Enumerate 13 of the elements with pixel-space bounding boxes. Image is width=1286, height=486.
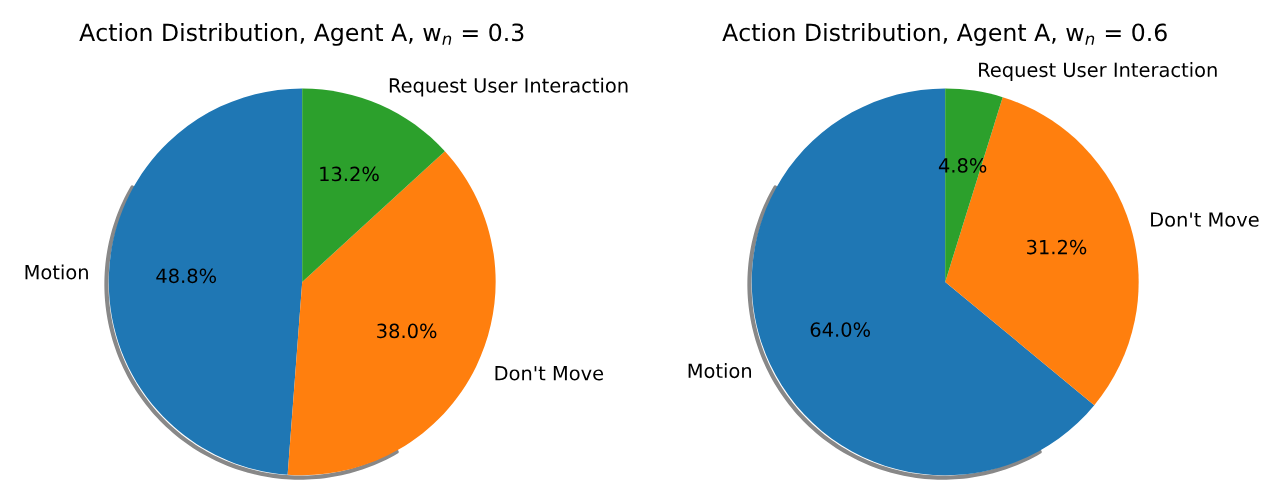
data-label: 38.0% [377, 323, 437, 339]
slice-label: Request User Interaction [389, 77, 628, 97]
chart-title: Action Distribution, Agent A, w$_{n}$ = 0.6 [722, 23, 1167, 46]
data-label: 48.8% [156, 268, 217, 284]
data-label: 64.0% [810, 322, 870, 337]
data-label: 13.2% [320, 166, 379, 182]
slice-label: Don't Move [495, 366, 604, 381]
slice-label: Don't Move [1151, 212, 1259, 227]
slice-label: Motion [688, 363, 752, 379]
chart-title: Action Distribution, Agent A, w$_{n}$ = 0.3 [79, 23, 524, 46]
slice-label: Request User Interaction [979, 62, 1217, 81]
slice-label: Motion [25, 264, 88, 280]
data-label: 31.2% [1027, 239, 1087, 255]
